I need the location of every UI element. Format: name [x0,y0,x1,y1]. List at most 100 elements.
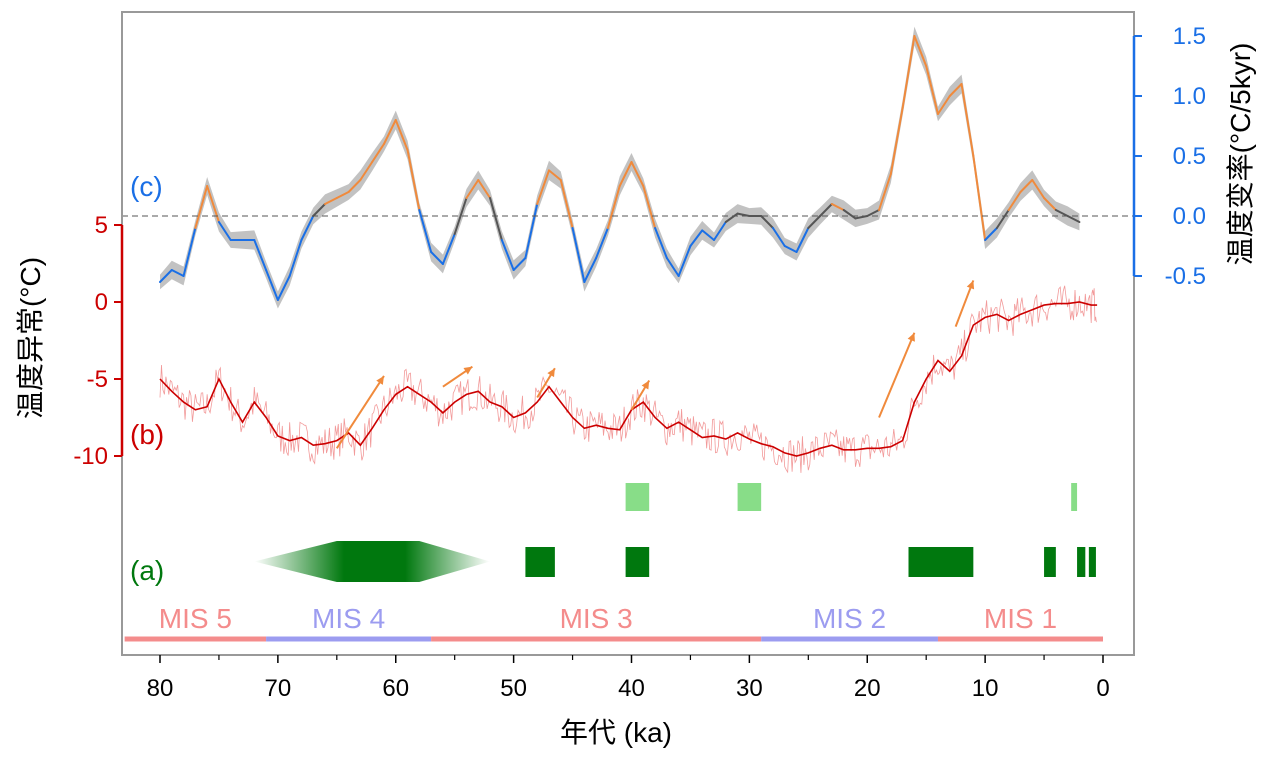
event-a-bar [525,547,555,577]
series-c-segment [995,209,1010,229]
warming-arrow [878,332,916,418]
event-light-bar [737,483,762,511]
series-c-segment [382,119,397,145]
x-tick-label: 40 [618,675,645,702]
series-c-segment [453,197,468,235]
x-tick-label: 60 [382,675,409,702]
series-c-segment [500,239,515,271]
mis-stage-label: MIS 1 [984,603,1057,634]
series-c-segment [677,245,692,277]
event-a-bar [1044,547,1056,577]
panel-label-a: (a) [130,555,164,586]
series-c-segment [1066,215,1081,223]
series-c-segment [795,227,810,253]
series-c-segment [465,179,480,199]
mis-stage-label: MIS 2 [813,603,886,634]
warming-arrow-head [641,380,650,390]
mis-stage-label: MIS 3 [560,603,633,634]
series-c-segment [394,119,409,151]
series-c-segment [1019,179,1034,193]
series-c-segment [1031,179,1046,199]
x-tick-label: 80 [147,675,174,702]
series-c-segment [1054,209,1069,217]
series-c-segment [276,275,291,301]
series-c-segment [606,185,621,229]
series-c-segment [170,269,185,277]
series-c-segment [547,169,562,181]
series-c-segment [783,245,798,253]
mis-stage-label: MIS 5 [159,603,232,634]
series-c-segment [842,209,857,220]
panel-label-c: (c) [130,171,163,202]
series-c-segment [571,227,586,283]
left-tick-label: 5 [95,212,108,239]
series-c-segment [948,83,963,97]
right-tick-label: 1.5 [1173,23,1206,50]
warming-arrow [954,280,975,327]
series-c-segment [489,197,503,241]
x-axis-label: 年代 (ka) [560,717,672,748]
event-light-bar [1071,483,1078,511]
series-c-segment [889,107,904,175]
warming-arrow [335,375,385,449]
series-c-segment [524,203,539,259]
series-c-segment [807,215,822,229]
panel-label-b: (b) [130,419,164,450]
series-c-segment [335,191,350,199]
left-tick-label: 0 [95,289,108,316]
right-axis-label: 温度变率(°C/5kyr) [1225,43,1256,266]
event-a-gradient [254,541,491,582]
series-c-segment [713,221,727,241]
series-c-segment [701,229,716,241]
series-c-segment [866,209,881,217]
series-c-segment [182,227,197,277]
series-c-segment [430,251,444,265]
right-tick-label: -0.5 [1165,263,1206,290]
series-c-segment [830,203,845,211]
left-axis-label: 温度异常(°C) [15,257,46,419]
series-c-segment [583,257,598,283]
series-c-segment [960,83,975,157]
series-c-segment [936,95,951,115]
series-c-segment [300,215,315,241]
x-tick-label: 10 [972,675,999,702]
series-c-segment [630,161,645,187]
x-tick-label: 50 [500,675,527,702]
event-light-bar [625,483,650,511]
series-c-segment [288,239,303,277]
mis-stage-label: MIS 4 [312,603,385,634]
series-c-segment [441,233,456,265]
x-tick-label: 20 [854,675,881,702]
series-c-segment [925,65,939,115]
event-a-bar [908,547,974,577]
series-c-segment [359,161,374,181]
series-c-segment [760,215,774,229]
series-c-segment [312,203,327,217]
series-c-segment [984,227,998,241]
series-c-segment [418,209,433,253]
series-c-segment [512,257,527,271]
series-c-segment [536,169,550,205]
right-tick-label: 0.5 [1173,143,1206,170]
event-a-bar [1077,547,1086,577]
series-c-segment [406,149,421,211]
x-tick-label: 0 [1096,675,1109,702]
series-c-segment [253,239,268,271]
series-c-segment [206,185,220,223]
series-c-segment [724,212,739,223]
series-c-segment [347,179,362,193]
series-c-segment [595,227,609,259]
event-a-bar [1088,547,1096,577]
series-c-segment [371,143,385,163]
series-c-segment [901,35,916,109]
series-c-segment [972,155,987,241]
series-c-segment [665,257,680,277]
series-c-segment [159,269,173,283]
series-c-segment [217,221,232,241]
series-c-segment [913,35,928,67]
series-c-segment [324,197,338,205]
warming-arrow-head [547,368,555,378]
warming-arrow-head [376,375,384,385]
